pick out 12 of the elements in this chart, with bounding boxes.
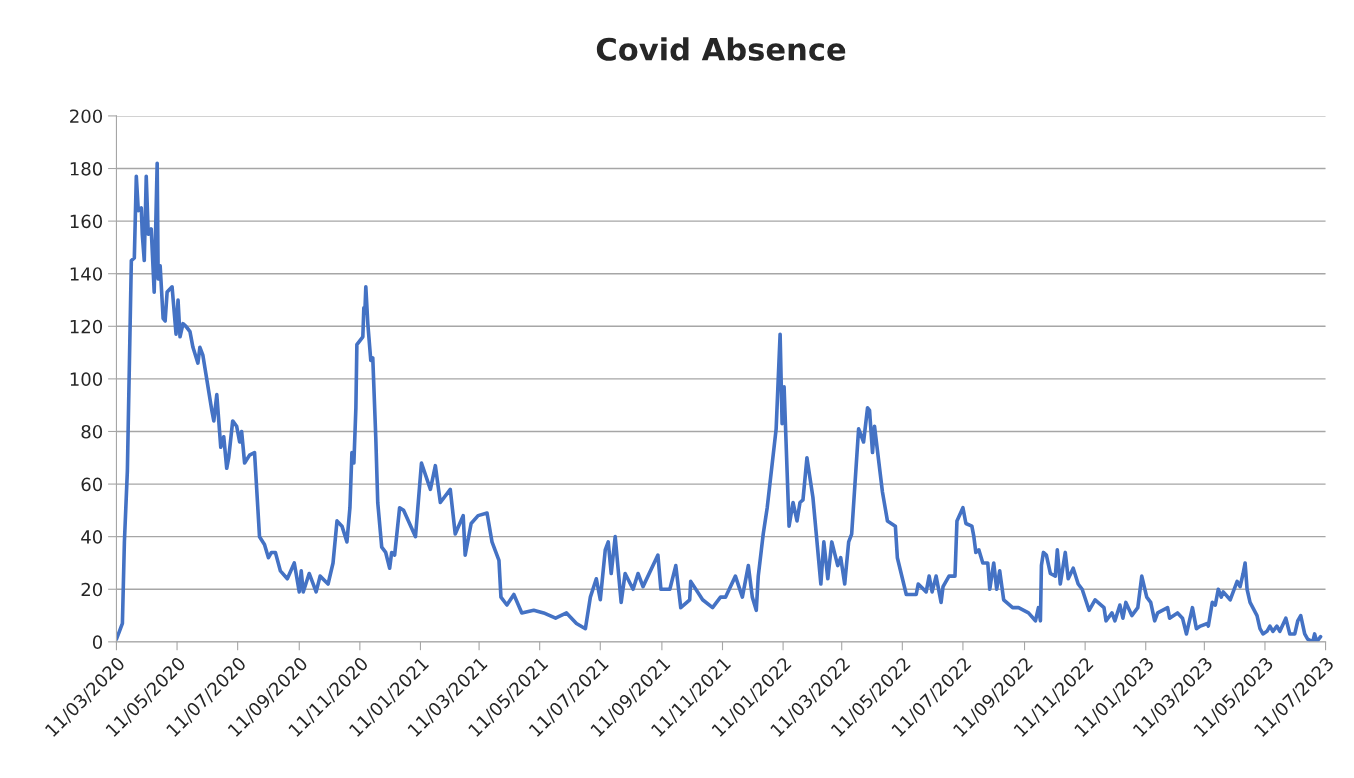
y-tick-label: 60 xyxy=(81,477,103,492)
y-tick-label: 20 xyxy=(81,582,103,597)
y-tick-label: 200 xyxy=(70,109,103,124)
y-tick-label: 120 xyxy=(70,319,103,334)
y-tick-label: 140 xyxy=(70,267,103,281)
y-tick-label: 40 xyxy=(81,530,103,544)
y-tick-label: 160 xyxy=(70,214,103,229)
y-tick-label: 180 xyxy=(70,161,103,176)
y-tick-label: 80 xyxy=(81,424,103,439)
y-tick-label: 0 xyxy=(92,635,103,649)
chart-title: Covid Absence xyxy=(596,37,846,61)
y-tick-label: 100 xyxy=(70,372,103,386)
